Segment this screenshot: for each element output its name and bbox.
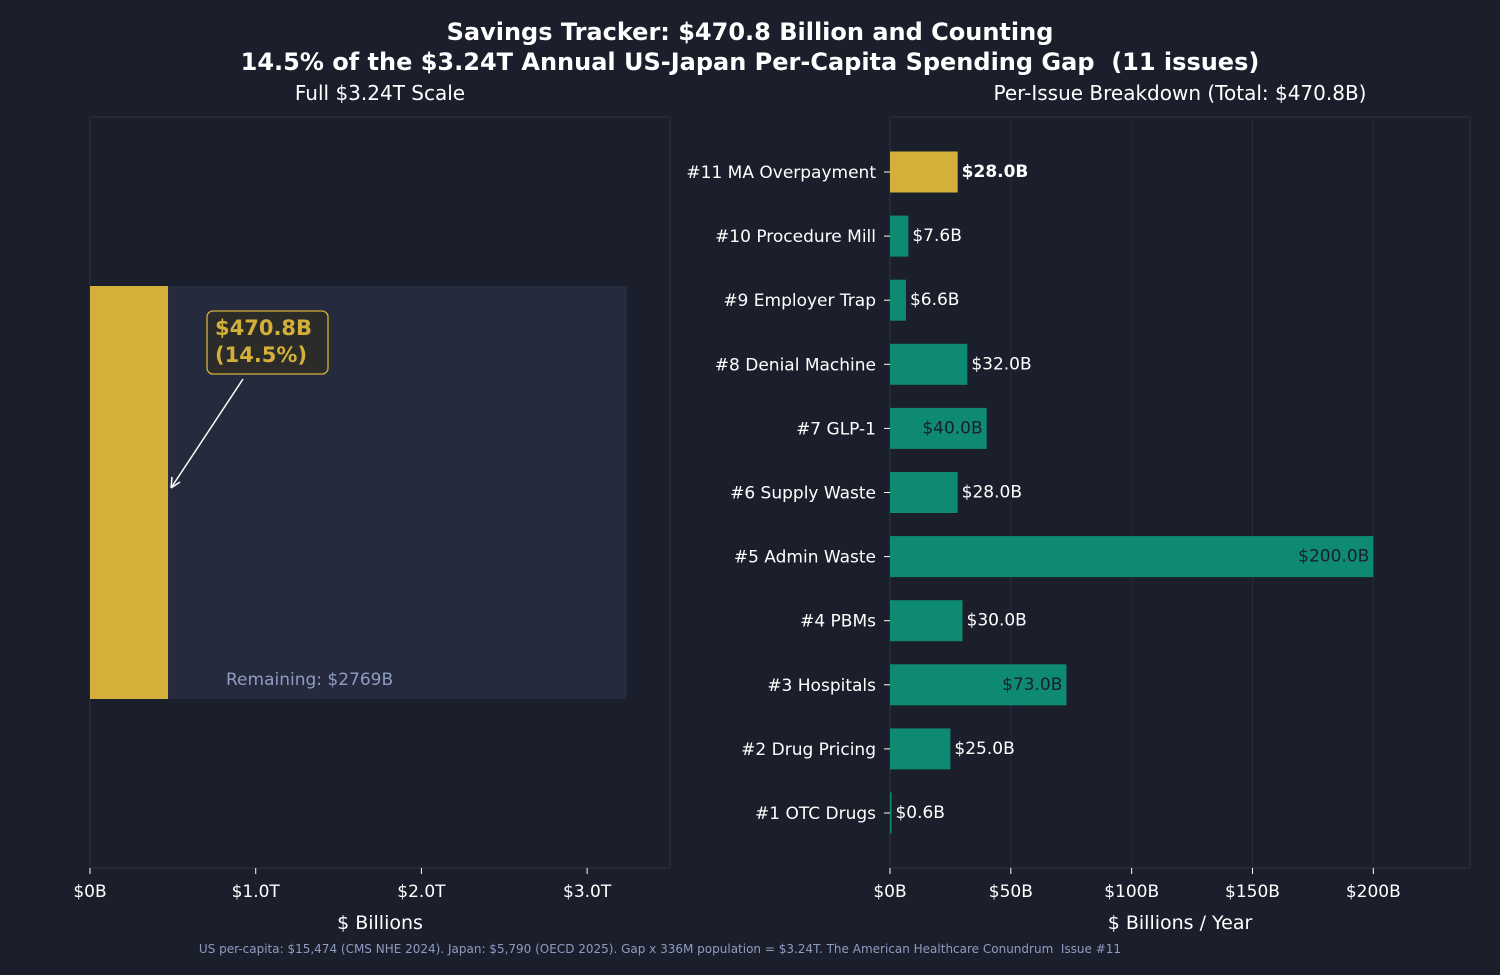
issue-label: #5 Admin Waste [734,548,876,568]
footnote: US per-capita: $15,474 (CMS NHE 2024). J… [199,942,1121,956]
left-x-tick-label: $3.0T [563,882,612,902]
issue-bar [890,792,892,834]
issue-value-label: $30.0B [967,611,1027,631]
issue-bar [890,151,958,193]
left-ticks: $0B $1.0T $2.0T $3.0T [73,868,612,902]
right-ticks: $0B $50B $100B $150B $200B #11 MA Overpayment… [686,163,1400,902]
issue-label: #6 Supply Waste [730,484,876,504]
left-x-tick-label: $1.0T [232,882,281,902]
issue-bar [890,728,951,770]
issue-label: #4 PBMs [800,612,876,632]
figure-subtitle: 14.5% of the $3.24T Annual US-Japan Per-… [241,48,1260,76]
issue-value-label: $25.0B [954,739,1014,759]
issue-bar [890,472,958,513]
left-marks: $470.8B (14.5%) Remaining: $2769B [90,286,627,699]
savings-annotation-arrow [170,378,244,489]
remaining-gap-bar [90,286,627,699]
issue-bar [890,536,1374,578]
issue-label: #2 Drug Pricing [741,740,876,760]
remaining-label: Remaining: $2769B [226,670,393,690]
issue-bar [890,343,968,385]
issue-value-label: $28.0B [962,162,1029,182]
right-panel: Per-Issue Breakdown (Total: $470.8B) $28… [686,81,1471,934]
savings-annotation-pct: (14.5%) [215,343,307,367]
right-x-tick-label: $50B [989,882,1033,902]
issue-value-label: $6.6B [910,290,960,310]
right-x-axis-label: $ Billions / Year [1108,912,1253,934]
issue-bar [890,600,963,642]
issue-bar [890,664,1067,706]
right-x-tick-label: $150B [1225,882,1280,902]
right-x-tick-label: $200B [1346,882,1401,902]
figure-title: Savings Tracker: $470.8 Billion and Coun… [447,18,1054,46]
savings-annotation-arrowhead [170,476,181,489]
savings-bar [90,286,169,699]
issue-value-label: $0.6B [895,803,945,823]
issue-value-label: $7.6B [912,226,962,246]
issue-label: #11 MA Overpayment [686,163,876,183]
left-x-axis-label: $ Billions [337,912,423,934]
left-x-tick-label: $0B [73,882,106,902]
issue-value-label: $32.0B [971,354,1031,374]
savings-annotation-value: $470.8B [215,316,312,340]
issue-value-label: $28.0B [962,483,1022,503]
issue-label: #9 Employer Trap [723,291,876,311]
issue-label: #10 Procedure Mill [715,227,876,247]
issue-bar [890,215,909,257]
right-panel-title: Per-Issue Breakdown (Total: $470.8B) [994,81,1367,105]
issue-label: #7 GLP-1 [796,419,876,439]
left-panel: Full $3.24T Scale $470.8B (14.5%) Remainin… [73,81,671,934]
issue-value-label: $40.0B [922,418,982,438]
issue-value-label: $73.0B [1002,675,1062,695]
right-gridlines [1010,117,1374,868]
right-x-tick-label: $0B [873,882,906,902]
left-panel-title: Full $3.24T Scale [295,81,465,105]
issue-label: #8 Denial Machine [715,355,876,375]
right-x-tick-label: $100B [1104,882,1159,902]
left-x-tick-label: $2.0T [397,882,446,902]
right-marks: $28.0B $7.6B $6.6B $32.0B $40.0B $28.0B $200.0… [890,151,1374,834]
issue-bar [890,407,987,449]
issue-bar [890,279,906,321]
issue-value-label: $200.0B [1298,547,1369,567]
issue-label: #1 OTC Drugs [755,804,876,824]
issue-label: #3 Hospitals [767,676,876,696]
savings-annotation-box [206,310,329,375]
